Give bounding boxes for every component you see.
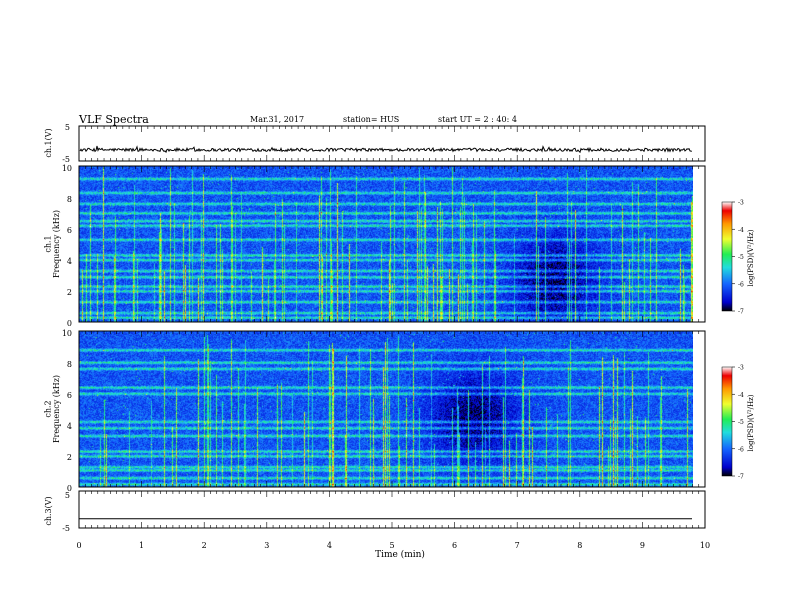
station-label: station= HUS <box>343 115 399 124</box>
ch2-colorbar-ticks: -3 -4 -5 -6 -7 <box>732 365 744 481</box>
ch1-ticks <box>78 126 706 161</box>
colorbar-tick: -4 <box>738 227 744 234</box>
x-tick-3: 3 <box>264 541 269 550</box>
ch2-spectrogram-panel: 10 8 6 4 2 0 ch.2Frequency (kHz) <box>43 329 706 493</box>
ch1-colorbar-gradient <box>721 201 733 312</box>
x-tick-8: 8 <box>577 541 582 550</box>
ch2-colorbar-gradient <box>721 366 733 477</box>
ch1-ylabel: ch.1(V) <box>44 128 53 157</box>
ch3-ticks <box>78 491 706 528</box>
ch1-ytick-6: 6 <box>67 226 72 235</box>
x-tick-9: 9 <box>640 541 645 550</box>
ch1-voltage-trace <box>79 145 693 154</box>
ch1-ytick-0: 0 <box>67 319 72 328</box>
ch2-ytick-4: 4 <box>67 422 72 431</box>
ch1-voltage-panel: 5 -5 ch.1(V) <box>44 123 706 164</box>
colorbar-tick: -4 <box>738 392 744 399</box>
ch2-ytick-8: 8 <box>67 360 72 369</box>
ch1-colorbar-ticks: -3 -4 -5 -6 -7 <box>732 200 744 316</box>
ch2-ytick-10: 10 <box>62 329 72 338</box>
ch3-ytick-5: 5 <box>65 491 70 500</box>
start-time-label: start UT = 2 : 40: 4 <box>438 115 517 124</box>
x-tick-4: 4 <box>327 541 332 550</box>
ch2-ytick-6: 6 <box>67 391 72 400</box>
ch2-spectro-ticks <box>78 331 706 487</box>
ch3-ylabel: ch.3(V) <box>44 496 53 525</box>
ch2-spectro-ylabel: ch.2Frequency (kHz) <box>43 375 61 443</box>
figure-title: VLF Spectra <box>78 113 149 126</box>
ch2-spectrogram-image <box>79 331 693 487</box>
ch1-ytick-5: 5 <box>65 123 70 132</box>
ch1-ytick-2: 2 <box>67 288 72 297</box>
ch2-ytick-0: 0 <box>67 484 72 493</box>
ch2-colorbar-label: log(PSD)(V²/Hz) <box>747 394 755 451</box>
ch1-colorbar-label: log(PSD)(V²/Hz) <box>747 229 755 286</box>
ch1-ytick-10: 10 <box>62 164 72 173</box>
date-label: Mar.31, 2017 <box>250 115 304 124</box>
x-tick-2: 2 <box>202 541 207 550</box>
x-axis-label: Time (min) <box>375 549 425 560</box>
ch1-spectro-ylabel: ch.1Frequency (kHz) <box>43 210 61 278</box>
ch1-spectro-ticks <box>78 166 706 322</box>
ch1-ytick-8: 8 <box>67 195 72 204</box>
ch1-ytick-4: 4 <box>67 257 72 266</box>
colorbar-tick: -5 <box>738 254 744 261</box>
colorbar-tick: -6 <box>738 446 744 453</box>
x-tick-labels: 0 1 2 3 4 5 6 7 8 9 10 <box>76 541 710 550</box>
ch2-ytick-2: 2 <box>67 453 72 462</box>
x-tick-6: 6 <box>452 541 457 550</box>
ch2-colorbar: -3 -4 -5 -6 -7 log(PSD)(V²/Hz) <box>721 365 755 481</box>
colorbar-tick: -3 <box>738 200 744 207</box>
x-tick-5: 5 <box>389 541 394 550</box>
ch1-spectrogram-image <box>79 166 693 322</box>
colorbar-tick: -6 <box>738 281 744 288</box>
colorbar-tick: -5 <box>738 419 744 426</box>
ch1-colorbar: -3 -4 -5 -6 -7 log(PSD)(V²/Hz) <box>721 200 755 316</box>
colorbar-tick: -7 <box>738 309 744 316</box>
ch1-spectrogram-panel: 10 8 6 4 2 0 ch.1Frequency (kHz) <box>43 164 706 328</box>
x-tick-1: 1 <box>139 541 144 550</box>
x-tick-10: 10 <box>700 541 710 550</box>
x-tick-7: 7 <box>515 541 520 550</box>
ch3-ytick-neg5: -5 <box>62 524 70 533</box>
colorbar-tick: -3 <box>738 365 744 372</box>
ch1-ytick-neg5: -5 <box>62 155 70 164</box>
x-tick-0: 0 <box>76 541 81 550</box>
colorbar-tick: -7 <box>738 474 744 481</box>
ch3-voltage-panel: 5 -5 ch.3(V) <box>44 490 706 533</box>
